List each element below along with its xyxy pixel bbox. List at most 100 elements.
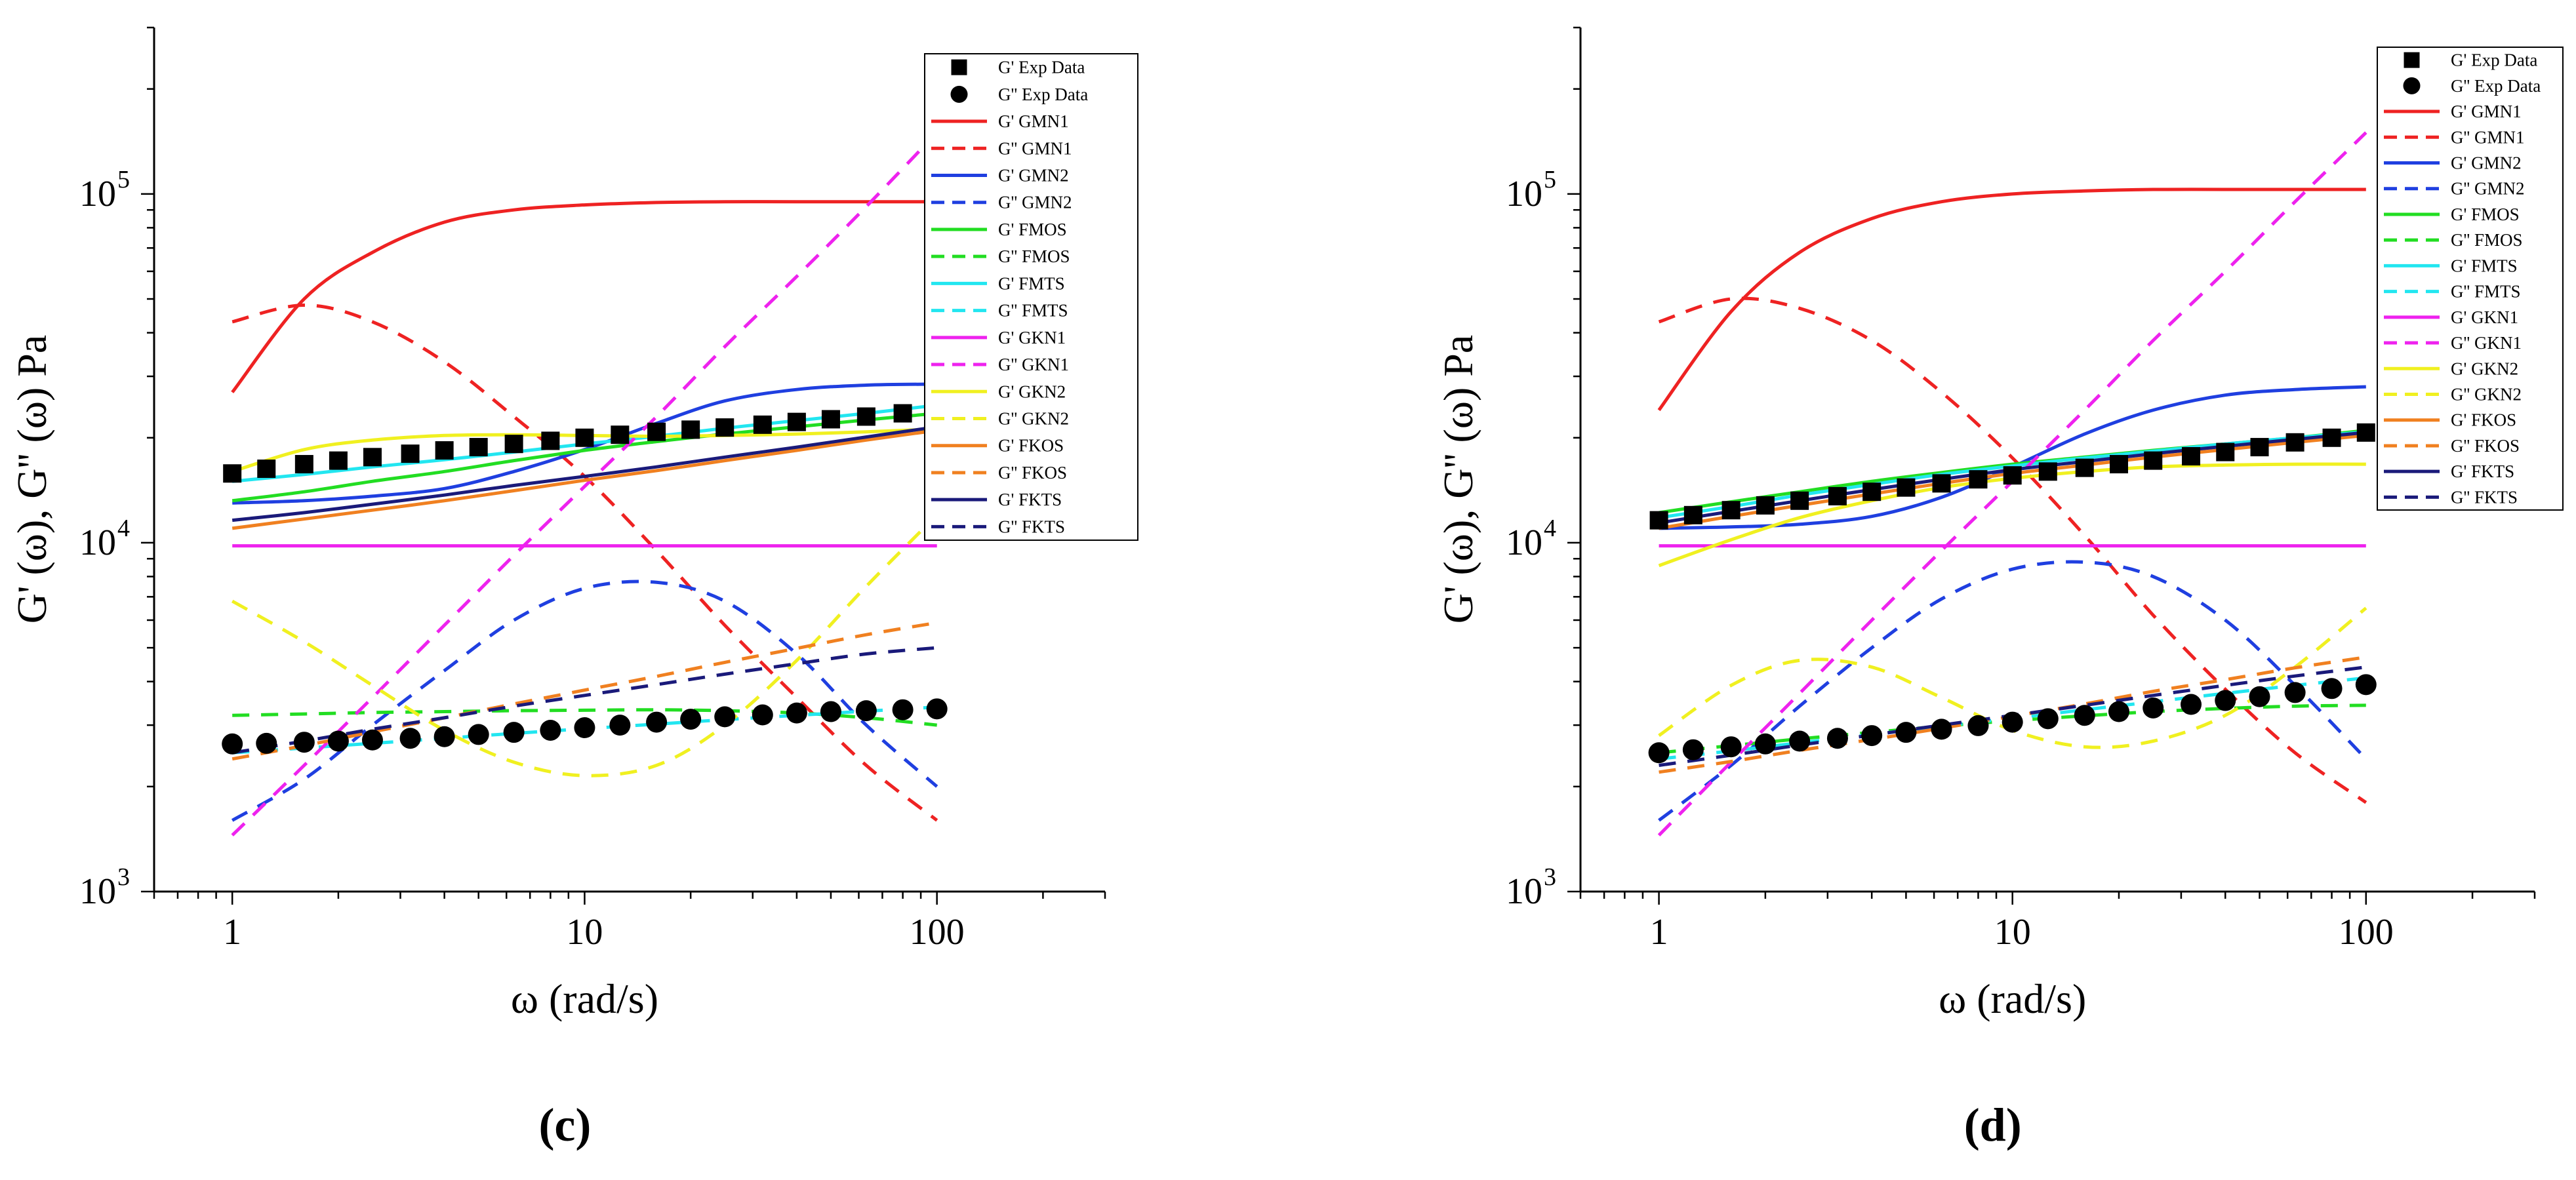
legend-label: G'' GKN1 xyxy=(998,355,1069,374)
x-axis-title: ω (rad/s) xyxy=(511,975,658,1022)
exp-loss-marker xyxy=(361,729,383,751)
x-tick-label: 1 xyxy=(223,912,241,953)
exp-loss-marker xyxy=(1682,739,1704,760)
exp-storage-marker xyxy=(363,448,382,467)
exp-loss-marker xyxy=(714,706,736,728)
series-line-g-loss-gmn2 xyxy=(1658,560,2367,822)
series-line-g-loss-gmn2 xyxy=(231,580,938,822)
exp-loss-marker xyxy=(752,704,773,726)
exp-storage-marker xyxy=(856,407,875,426)
exp-storage-marker xyxy=(2250,438,2269,457)
legend-box xyxy=(924,53,1138,541)
legend-label: G' FKOS xyxy=(2451,410,2516,430)
legend: G' Exp Data G'' Exp Data G' GMN1 G'' GMN1 G'… xyxy=(924,53,1138,541)
exp-storage-marker xyxy=(2038,462,2057,481)
exp-loss-marker xyxy=(2321,678,2343,699)
exp-loss-marker xyxy=(2002,711,2023,733)
exp-storage-marker xyxy=(2182,446,2201,465)
plot-area xyxy=(222,131,948,836)
exp-storage-marker xyxy=(2003,466,2022,485)
exp-storage-marker xyxy=(647,422,666,441)
exp-storage-marker xyxy=(787,412,806,431)
legend-label: G' GMN2 xyxy=(998,166,1069,186)
legend-label: G'' Exp Data xyxy=(998,85,1088,104)
legend-label: G'' Exp Data xyxy=(2451,76,2541,96)
legend-label: G'' GKN1 xyxy=(2451,333,2522,353)
exp-loss-marker xyxy=(646,711,668,733)
exp-loss-marker xyxy=(892,699,914,720)
legend-label: G'' FKOS xyxy=(2451,436,2520,456)
series-line-g-loss-fkts xyxy=(231,646,937,755)
exp-storage-marker xyxy=(2216,442,2235,462)
panel-label: (d) xyxy=(1964,1099,2022,1151)
exp-storage-marker xyxy=(435,441,454,460)
legend-swatch xyxy=(2403,77,2421,94)
exp-loss-marker xyxy=(2215,690,2236,711)
x-tick-label: 1 xyxy=(1650,912,1668,953)
exp-storage-marker xyxy=(575,428,594,447)
exp-storage-marker xyxy=(2285,433,2304,452)
legend-label: G'' FMTS xyxy=(2451,282,2521,302)
series-line-g-storage-gmn1 xyxy=(231,200,937,393)
exp-loss-marker xyxy=(2249,686,2270,707)
y-axis-title: G' (ω), G'' (ω) Pa xyxy=(9,335,55,624)
series-line-g-storage-fkts xyxy=(231,425,938,522)
exp-storage-marker xyxy=(1862,482,1882,502)
exp-loss-marker xyxy=(256,732,277,754)
exp-loss-marker xyxy=(680,709,702,730)
legend-label: G' FMOS xyxy=(2451,205,2520,224)
exp-storage-marker xyxy=(223,464,242,483)
exp-loss-marker xyxy=(574,717,595,739)
exp-storage-marker xyxy=(541,431,560,450)
legend-label: G' GMN2 xyxy=(2451,153,2522,173)
exp-storage-marker xyxy=(681,420,700,439)
exp-storage-marker xyxy=(294,455,313,474)
exp-loss-marker xyxy=(1967,715,1989,736)
exp-storage-marker xyxy=(2109,455,2128,474)
x-tick-label: 100 xyxy=(910,912,965,953)
exp-storage-marker xyxy=(2075,458,2094,477)
legend-box xyxy=(2377,47,2564,511)
legend-label: G' FMTS xyxy=(2451,256,2518,275)
legend-label: G' FMOS xyxy=(998,220,1067,239)
series-line-g-storage-gmn1 xyxy=(1657,187,2366,412)
exp-loss-marker xyxy=(1931,718,1952,740)
legend-swatch xyxy=(2404,52,2420,68)
legend-label: G' GKN1 xyxy=(2451,307,2518,327)
legend-label: G' FMTS xyxy=(998,273,1065,293)
legend-label: G'' GKN2 xyxy=(998,409,1069,429)
exp-loss-marker xyxy=(1789,730,1811,752)
legend-label: G'' GMN2 xyxy=(998,193,1072,212)
x-tick-label: 100 xyxy=(2339,912,2394,953)
exp-storage-marker xyxy=(1932,474,1951,493)
exp-loss-marker xyxy=(1648,742,1670,764)
legend-label: G' GKN2 xyxy=(998,382,1066,401)
exp-loss-marker xyxy=(222,733,243,755)
exp-storage-marker xyxy=(1790,491,1809,510)
legend-swatch xyxy=(950,85,968,103)
y-tick-exponent: 4 xyxy=(117,515,130,542)
y-tick-exponent: 4 xyxy=(1544,515,1556,542)
legend-label: G' FKTS xyxy=(2451,462,2514,481)
exp-loss-marker xyxy=(327,730,349,752)
exp-loss-marker xyxy=(926,698,948,720)
exp-loss-marker xyxy=(540,719,561,741)
exp-loss-marker xyxy=(1895,722,1917,743)
exp-loss-marker xyxy=(1754,733,1776,755)
exp-storage-marker xyxy=(821,410,840,429)
exp-storage-marker xyxy=(469,438,488,457)
exp-loss-marker xyxy=(433,726,455,747)
legend-label: G'' FMOS xyxy=(2451,230,2523,250)
x-tick-label: 10 xyxy=(566,912,603,953)
exp-loss-marker xyxy=(503,722,525,743)
panel-label: (c) xyxy=(538,1099,591,1151)
series-line-g-loss-fkos xyxy=(231,621,938,761)
exp-storage-marker xyxy=(2144,451,2163,470)
y-axis-title: G' (ω), G'' (ω) Pa xyxy=(1435,335,1481,624)
exp-storage-marker xyxy=(329,451,348,470)
legend-label: G' GKN1 xyxy=(998,328,1066,347)
exp-storage-marker xyxy=(1649,511,1668,530)
exp-loss-marker xyxy=(2108,701,2129,722)
exp-storage-marker xyxy=(753,415,772,434)
